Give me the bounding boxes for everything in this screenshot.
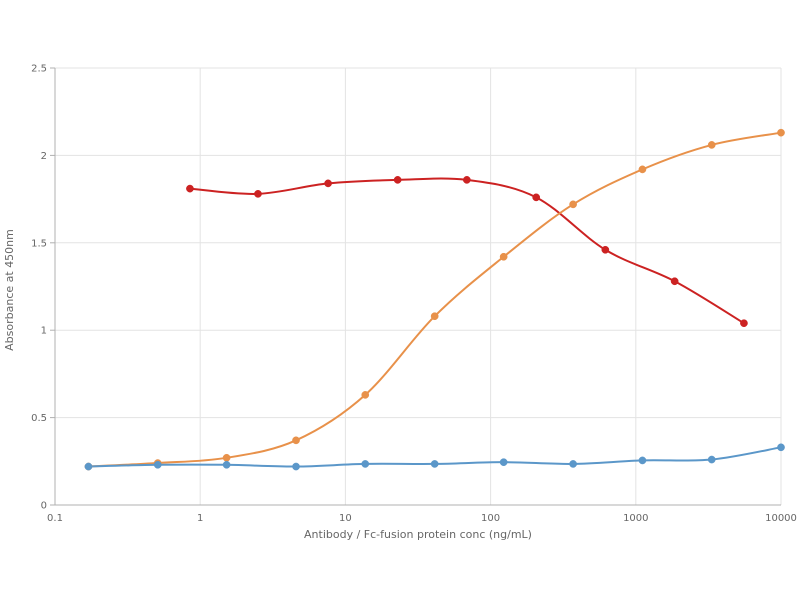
series-3-point [777,443,785,452]
series-3-point [638,456,647,465]
x-tick-label: 1000 [623,513,648,524]
series-line-1 [188,177,745,325]
series-2-point [430,312,439,321]
series-2-point [222,453,231,462]
tick-labels: 0.1 1 10 100 1000 10000 0 0.5 1 1.5 2 2.5 [31,64,797,525]
series-2-point [707,141,716,149]
series-3-point [222,460,231,469]
x-tick-label: 1 [197,513,203,524]
series-2-point [777,128,785,137]
series-2-point [292,436,300,445]
x-tick-label: 10000 [765,513,797,524]
series-3-point [153,460,162,469]
series-1-point [601,245,610,254]
series-1-point [393,176,402,184]
series-2-point [569,200,577,209]
series-2-point [361,391,370,399]
grid-lines [54,67,782,505]
y-tick-label: 1 [41,326,47,337]
series-1-point [532,193,541,202]
y-tick-label: 1.5 [31,238,47,249]
series-3-point [361,460,370,468]
series-1-point [186,184,194,193]
series-1-point [670,277,679,286]
series-3-point [569,460,577,468]
series-1-point [254,190,262,198]
x-tick-label: 0.1 [47,513,63,524]
series-3-point [430,460,439,468]
series-2-point [638,165,647,174]
y-tick-label: 2 [41,151,47,162]
series-3-point [499,458,508,467]
series-1-point [462,176,471,184]
y-tick-label: 0.5 [31,413,47,424]
series-3-point [707,455,716,464]
y-axis-title: Absorbance at 450nm [3,229,16,351]
series-lines [87,131,782,468]
x-axis-title: Antibody / Fc-fusion protein conc (ng/mL… [304,528,532,541]
series-1-point [324,179,332,188]
x-tick-label: 10 [339,513,352,524]
axes [50,67,781,506]
y-tick-label: 0 [41,501,47,512]
series-line-2 [87,131,782,468]
series-2-point [499,252,508,261]
series-3-point [84,462,93,471]
y-tick-label: 2.5 [31,64,47,75]
x-tick-label: 100 [481,513,500,524]
data-points [84,128,785,471]
series-1-point [740,319,748,328]
series-3-point [292,462,300,471]
